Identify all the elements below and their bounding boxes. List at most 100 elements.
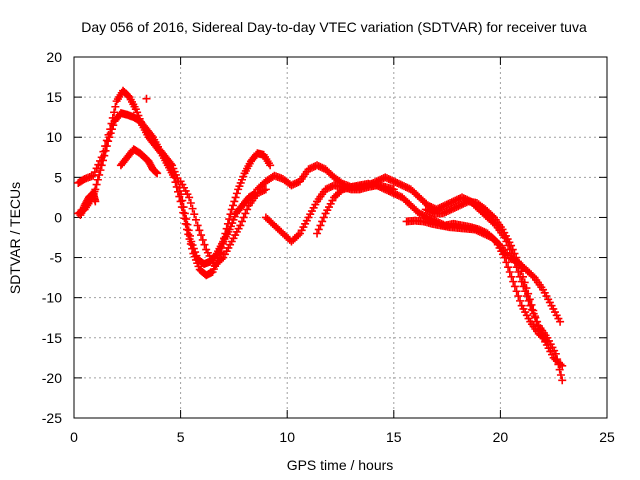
data-point bbox=[95, 170, 104, 179]
data-point bbox=[193, 221, 202, 230]
data-point bbox=[226, 210, 235, 219]
chart-title: Day 056 of 2016, Sidereal Day-to-day VTE… bbox=[81, 19, 587, 35]
data-point bbox=[534, 321, 543, 330]
data-point bbox=[512, 287, 521, 296]
data-point bbox=[502, 258, 511, 267]
data-point bbox=[260, 186, 269, 195]
data-point bbox=[232, 189, 241, 198]
data-point bbox=[294, 231, 303, 240]
y-tick-label: 0 bbox=[54, 209, 62, 225]
data-point bbox=[200, 240, 209, 249]
y-tick-label: -10 bbox=[42, 290, 62, 306]
plot-frame bbox=[73, 56, 608, 419]
data-point bbox=[166, 159, 175, 168]
data-point bbox=[513, 257, 522, 266]
data-point bbox=[98, 156, 107, 165]
data-point bbox=[211, 251, 220, 260]
data-point bbox=[243, 205, 252, 214]
data-point bbox=[530, 312, 539, 321]
data-point bbox=[514, 292, 523, 301]
y-axis-ticks: 20 15 10 5 0 -5 -10 -15 -20 -25 bbox=[42, 49, 607, 426]
data-point bbox=[89, 171, 98, 180]
data-point bbox=[191, 215, 200, 224]
data-point bbox=[179, 203, 188, 212]
data-point bbox=[558, 361, 567, 370]
data-point bbox=[142, 94, 151, 103]
data-point bbox=[90, 168, 99, 177]
data-point bbox=[516, 296, 525, 305]
data-point bbox=[238, 217, 247, 226]
y-tick-label: -5 bbox=[50, 250, 63, 266]
data-point bbox=[192, 251, 201, 260]
data-point bbox=[197, 231, 206, 240]
data-point bbox=[105, 133, 114, 142]
data-point bbox=[494, 239, 503, 248]
data-point bbox=[537, 329, 546, 338]
data-point bbox=[556, 317, 565, 326]
data-point bbox=[189, 244, 198, 253]
data-point bbox=[231, 193, 240, 202]
data-point bbox=[528, 272, 537, 281]
data-point bbox=[520, 278, 529, 287]
data-point bbox=[185, 193, 194, 202]
data-point bbox=[101, 146, 110, 155]
data-point bbox=[152, 168, 161, 177]
data-point bbox=[518, 272, 527, 281]
data-point bbox=[92, 164, 101, 173]
data-point bbox=[180, 209, 189, 218]
x-tick-label: 0 bbox=[70, 429, 78, 445]
data-point bbox=[522, 284, 531, 293]
gridlines bbox=[74, 57, 607, 418]
data-point bbox=[182, 215, 191, 224]
data-point bbox=[227, 205, 236, 214]
data-point bbox=[184, 226, 193, 235]
data-point bbox=[97, 161, 106, 170]
data-point bbox=[556, 371, 565, 380]
y-tick-label: 20 bbox=[46, 49, 62, 65]
data-point bbox=[187, 237, 196, 246]
data-point bbox=[229, 201, 238, 210]
data-point bbox=[191, 248, 200, 257]
data-point bbox=[558, 376, 567, 385]
data-point bbox=[515, 261, 524, 270]
data-point bbox=[190, 210, 199, 219]
data-point bbox=[318, 217, 327, 226]
data-point bbox=[261, 185, 270, 194]
data-point bbox=[508, 245, 517, 254]
data-point bbox=[96, 166, 105, 175]
data-point bbox=[111, 102, 120, 111]
y-tick-label: -15 bbox=[42, 330, 62, 346]
y-tick-label: 15 bbox=[46, 89, 62, 105]
data-point bbox=[217, 255, 226, 264]
y-tick-label: 10 bbox=[46, 129, 62, 145]
x-tick-label: 20 bbox=[493, 429, 509, 445]
data-point bbox=[106, 129, 115, 138]
data-point bbox=[241, 209, 250, 218]
data-point bbox=[147, 131, 156, 140]
data-point bbox=[319, 213, 328, 222]
data-point bbox=[107, 125, 116, 134]
data-point bbox=[488, 211, 497, 220]
data-point bbox=[524, 296, 533, 305]
data-point bbox=[183, 220, 192, 229]
data-point bbox=[186, 199, 195, 208]
data-point bbox=[524, 289, 533, 298]
data-point bbox=[510, 282, 519, 291]
data-point bbox=[507, 272, 516, 281]
x-axis-label: GPS time / hours bbox=[287, 457, 394, 473]
data-point bbox=[100, 151, 109, 160]
data-point bbox=[266, 161, 275, 170]
data-point bbox=[517, 267, 526, 276]
data-point bbox=[91, 185, 100, 194]
data-point bbox=[92, 180, 101, 189]
data-point bbox=[93, 175, 102, 184]
x-tick-label: 15 bbox=[386, 429, 402, 445]
data-point bbox=[110, 108, 119, 117]
data-point bbox=[313, 229, 322, 238]
data-point bbox=[91, 197, 100, 206]
data-point bbox=[109, 121, 118, 130]
data-point bbox=[185, 231, 194, 240]
y-tick-label: -25 bbox=[42, 410, 62, 426]
y-axis-label: SDTVAR / TECUs bbox=[7, 182, 23, 294]
